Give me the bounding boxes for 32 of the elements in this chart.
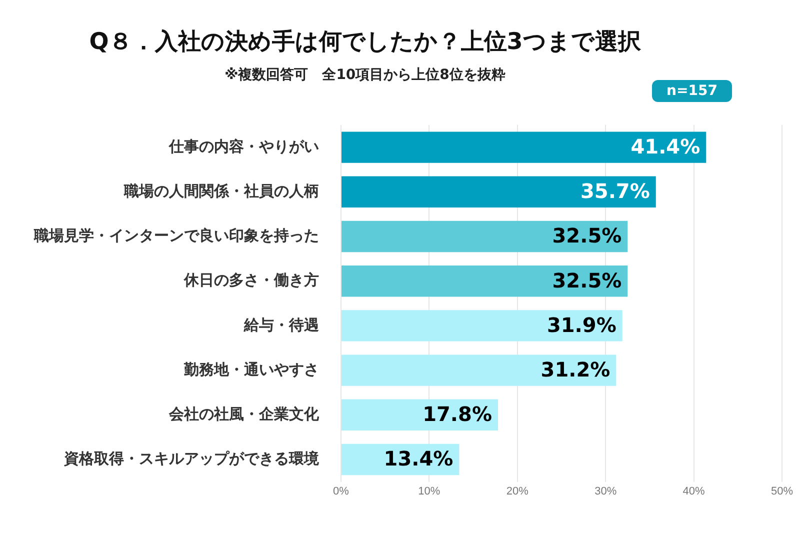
bar <box>342 399 498 431</box>
y-tick-label: 仕事の内容・やりがい <box>168 137 319 156</box>
data-label: 41.4% <box>630 134 700 159</box>
data-label: 35.7% <box>580 179 650 204</box>
data-label: 32.5% <box>552 224 622 248</box>
bar <box>342 265 628 297</box>
chart-subtitle: ※複数回答可 全10項目から上位8位を抜粋 <box>224 66 506 84</box>
bar <box>342 176 656 208</box>
y-tick-label: 給与・待遇 <box>243 316 320 334</box>
x-tick-label: 50% <box>770 485 794 498</box>
y-tick-label: 職場見学・インターンで良い印象を持った <box>33 226 319 245</box>
data-label: 31.9% <box>546 312 616 337</box>
data-label: 32.5% <box>552 268 622 292</box>
x-tick-label: 30% <box>594 485 617 498</box>
bar <box>342 220 628 252</box>
bar <box>342 354 616 386</box>
x-tick-label: 0% <box>333 485 350 498</box>
text: n=157 <box>652 80 732 102</box>
x-tick-label: 10% <box>418 485 440 498</box>
bar <box>342 310 622 342</box>
data-label: 13.4% <box>384 446 454 471</box>
y-tick-label: 資格取得・スキルアップができる環境 <box>63 450 320 468</box>
data-label: 31.2% <box>540 358 610 382</box>
bar <box>342 132 706 163</box>
y-tick-label: 休日の多さ・働き方 <box>183 271 319 290</box>
y-tick-label: 勤務地・通いやすさ <box>183 361 319 378</box>
y-tick-label: 会社の社風・企業文化 <box>168 406 320 424</box>
y-tick-label: 職場の人間関係・社員の人柄 <box>123 183 319 200</box>
chart-title: Q８．入社の決め手は何でしたか？上位3つまで選択 <box>88 28 642 57</box>
x-tick-label: 20% <box>506 485 529 498</box>
data-label: 17.8% <box>422 402 492 426</box>
x-tick-label: 40% <box>682 485 706 498</box>
